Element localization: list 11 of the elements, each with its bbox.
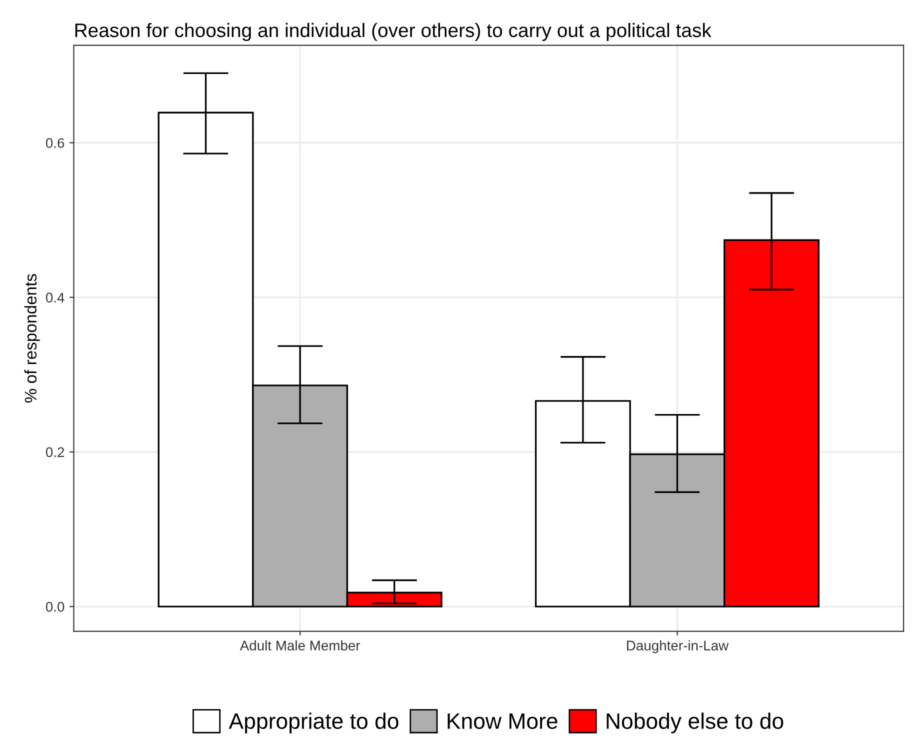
x-tick-label: Adult Male Member: [240, 640, 360, 650]
y-tick-label: 0.6: [46, 138, 64, 148]
legend-label: Know More: [448, 713, 558, 729]
y-tick-label: 0.0: [46, 602, 64, 612]
legend-label: Appropriate to do: [228, 712, 398, 734]
y-tick-label: 0.4: [46, 292, 64, 303]
x-tick-label: Daughter-in-Law: [627, 640, 729, 654]
y-axis-title: % of respondents: [24, 274, 40, 403]
legend-label: Nobody else to do: [606, 712, 784, 734]
y-tick-label: 0.2: [46, 447, 64, 458]
chart-title: Reason for choosing an individual (over others) to carry out a political task: [75, 22, 712, 42]
